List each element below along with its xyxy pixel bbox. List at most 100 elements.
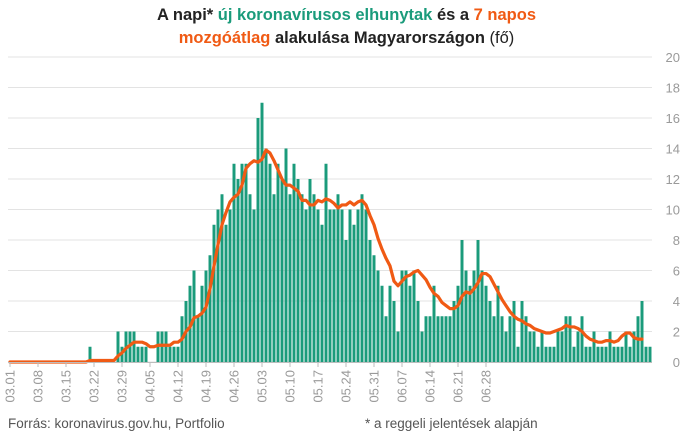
title-unit: (fő): [484, 29, 515, 47]
bar: [292, 163, 296, 362]
bar: [364, 209, 368, 362]
bar: [244, 163, 248, 362]
bar: [460, 240, 464, 362]
bar: [452, 301, 456, 362]
bar: [168, 346, 172, 362]
y-tick-label: 14: [666, 142, 680, 157]
x-tick-label: 04.19: [199, 370, 214, 403]
bar: [116, 331, 120, 362]
bar: [212, 224, 216, 362]
bar: [272, 194, 276, 362]
bar: [284, 148, 288, 362]
bar: [200, 285, 204, 362]
x-tick-label: 06.21: [451, 370, 466, 403]
x-tick-label: 06.07: [395, 370, 410, 403]
bar: [560, 331, 564, 362]
bar: [360, 194, 364, 362]
bar: [416, 301, 420, 362]
bar: [488, 301, 492, 362]
bar: [232, 163, 236, 362]
bar: [388, 285, 392, 362]
bar: [524, 316, 528, 362]
bar: [640, 301, 644, 362]
bar: [176, 346, 180, 362]
bar: [436, 316, 440, 362]
y-tick-label: 0: [673, 355, 680, 370]
bar: [328, 209, 332, 362]
y-tick-label: 12: [666, 172, 680, 187]
bar: [444, 316, 448, 362]
bar: [300, 194, 304, 362]
bar: [612, 346, 616, 362]
footnote: * a reggeli jelentések alapján: [365, 416, 538, 431]
bar: [240, 163, 244, 362]
bar: [248, 194, 252, 362]
y-tick-label: 4: [673, 294, 680, 309]
bar: [588, 346, 592, 362]
bar: [220, 194, 224, 362]
bar: [288, 194, 292, 362]
bar: [236, 179, 240, 362]
bar: [604, 346, 608, 362]
y-tick-label: 6: [673, 264, 680, 279]
bar: [472, 270, 476, 362]
y-tick-label: 2: [673, 325, 680, 340]
bar: [572, 346, 576, 362]
bar: [172, 346, 176, 362]
x-tick-label: 04.05: [143, 370, 158, 403]
bar: [140, 346, 144, 362]
bar: [468, 285, 472, 362]
bar: [540, 331, 544, 362]
bar: [544, 346, 548, 362]
bar: [352, 224, 356, 362]
bar: [576, 331, 580, 362]
bar: [428, 316, 432, 362]
x-tick-label: 03.22: [87, 370, 102, 403]
bar: [256, 118, 260, 362]
bar: [596, 346, 600, 362]
bar: [464, 270, 468, 362]
bar: [508, 316, 512, 362]
x-tick-label: 05.31: [367, 370, 382, 403]
bar: [196, 316, 200, 362]
bar: [312, 194, 316, 362]
title-avg-label: 7 napos: [473, 6, 537, 24]
bar: [276, 163, 280, 362]
source-note: Forrás: koronavirus.gov.hu, Portfolio: [8, 416, 225, 431]
bar: [432, 285, 436, 362]
bar: [336, 194, 340, 362]
bar: [268, 163, 272, 362]
bar: [368, 240, 372, 362]
title-line-1: A napi* új koronavírusos elhunytak és a …: [0, 4, 693, 27]
bar: [208, 255, 212, 362]
x-axis: 03.01 03.08 03.15 03.22 03.29 04.05 04.12 04.19…: [3, 362, 652, 403]
title-bars-label: új koronavírusos elhunytak: [217, 6, 433, 24]
bar: [88, 346, 92, 362]
x-tick-label: 06.14: [423, 370, 438, 403]
bar: [296, 179, 300, 362]
bar: [404, 270, 408, 362]
bar: [332, 209, 336, 362]
bar: [316, 209, 320, 362]
bar: [372, 255, 376, 362]
bar: [448, 316, 452, 362]
bar: [424, 316, 428, 362]
bar: [564, 316, 568, 362]
bar: [492, 316, 496, 362]
bar: [252, 209, 256, 362]
bar: [556, 331, 560, 362]
x-tick-label: 05.03: [255, 370, 270, 403]
bar: [584, 346, 588, 362]
bar: [412, 270, 416, 362]
bar: [384, 316, 388, 362]
bar: [504, 331, 508, 362]
bar: [260, 102, 264, 362]
bar: [632, 331, 636, 362]
bar: [356, 209, 360, 362]
bar: [600, 346, 604, 362]
bar: [592, 331, 596, 362]
bar-series: [88, 102, 652, 362]
bar: [620, 346, 624, 362]
x-tick-label: 03.08: [31, 370, 46, 403]
bar: [536, 346, 540, 362]
